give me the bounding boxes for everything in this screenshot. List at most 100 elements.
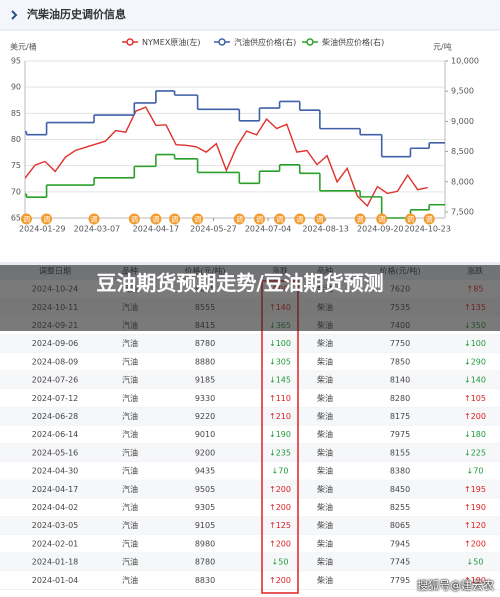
table-cell: 7745	[390, 558, 410, 567]
table-row-bg	[0, 571, 500, 590]
adjust-marker-label: 调	[236, 215, 243, 224]
y-tick-label: 90	[11, 83, 21, 92]
table-cell: ↑200	[464, 412, 486, 421]
adjust-marker	[404, 213, 416, 225]
right-axis-label: 元/吨	[433, 42, 452, 52]
legend-label: NYMEX原油(左)	[142, 37, 201, 47]
chart: 65 70 75 80 85 90 95 7,500 8,000 8,500 9,000 9,500 1…	[11, 37, 479, 234]
left-axis-label: 美元/桶	[10, 42, 37, 52]
table-cell: ↓235	[269, 448, 291, 457]
y2-tick-label: 8,500	[451, 147, 474, 156]
table-cell: 汽油	[122, 466, 138, 476]
table-cell: 2024-01-04	[32, 576, 79, 585]
table-cell: 2024-07-12	[32, 394, 79, 403]
table-cell: 柴油	[317, 502, 333, 512]
table-cell: 9435	[195, 467, 215, 476]
adjust-marker-label: 调	[43, 215, 50, 224]
table-cell: 2024-08-09	[32, 357, 79, 366]
adjust-marker	[41, 213, 53, 225]
y-tick-label: 75	[11, 161, 21, 170]
adjust-marker-label: 调	[256, 215, 263, 224]
table-cell: 9010	[195, 430, 215, 439]
table-cell: 2024-05-16	[32, 448, 79, 457]
y2-tick-label: 9,000	[451, 117, 474, 126]
table-cell: 8780	[195, 558, 215, 567]
table-cell: 8280	[390, 394, 410, 403]
table-cell: 8155	[390, 448, 410, 457]
overlay-title: 豆油期货预期走势/豆油期货预测	[96, 271, 384, 295]
x-tick-label: 2024-10-23	[404, 225, 451, 234]
table-row-bg	[0, 352, 500, 371]
table-cell: 柴油	[317, 447, 333, 457]
table-cell: 汽油	[122, 538, 138, 548]
table-cell: 柴油	[317, 484, 333, 494]
table-cell: 2024-06-28	[32, 412, 79, 421]
table-cell: 柴油	[317, 520, 333, 530]
table-cell: ↑105	[464, 394, 486, 403]
table-row-bg	[0, 480, 500, 499]
table-cell: ↓70	[467, 467, 484, 476]
table-cell: 8830	[195, 576, 215, 585]
adjust-marker-label: 调	[194, 215, 201, 224]
table-cell: ↓145	[269, 376, 291, 385]
adjust-marker-label: 调	[357, 215, 364, 224]
table-cell: 汽油	[122, 484, 138, 494]
table-cell: ↓305	[269, 357, 291, 366]
table-cell: 2024-02-01	[32, 539, 79, 548]
table-cell: ↓50	[467, 558, 484, 567]
table-row-bg	[0, 407, 500, 426]
table-cell: 8065	[390, 521, 410, 530]
adjust-marker	[294, 213, 306, 225]
adjust-marker	[376, 213, 388, 225]
table-row-bg	[0, 516, 500, 535]
adjust-marker-label: 调	[23, 215, 30, 224]
table-cell: ↓290	[464, 357, 486, 366]
table-cell: 汽油	[122, 502, 138, 512]
table-cell: 柴油	[317, 393, 333, 403]
y2-tick-label: 8,000	[451, 177, 474, 186]
table-cell: 2024-06-14	[32, 430, 79, 439]
table-cell: 8140	[390, 376, 410, 385]
table-cell: 汽油	[122, 520, 138, 530]
table-cell: 汽油	[122, 411, 138, 421]
header-title: 汽柴油历史调价信息	[27, 7, 126, 21]
y-tick-label: 85	[11, 109, 21, 118]
table-cell: 9185	[195, 376, 215, 385]
y2-tick-label: 9,500	[451, 87, 474, 96]
table-cell: 2024-07-26	[32, 376, 79, 385]
table-cell: ↓180	[464, 430, 486, 439]
x-tick-label: 2024-03-07	[74, 225, 121, 234]
table-row-bg	[0, 443, 500, 462]
table-cell: 汽油	[122, 447, 138, 457]
table-cell: ↑120	[464, 521, 486, 530]
table-cell: 8880	[195, 357, 215, 366]
adjust-marker-label: 调	[171, 215, 178, 224]
table-cell: 柴油	[317, 575, 333, 585]
table-cell: ↑125	[269, 521, 291, 530]
table-row-bg	[0, 389, 500, 408]
table-cell: 柴油	[317, 538, 333, 548]
table-cell: ↓190	[269, 430, 291, 439]
plot-area	[25, 90, 445, 219]
adjust-marker-label: 调	[426, 215, 433, 224]
table-cell: 9305	[195, 503, 215, 512]
table-row-bg	[0, 371, 500, 390]
legend-dot	[306, 38, 314, 46]
table-cell: 9505	[195, 485, 215, 494]
table-cell: ↑200	[269, 485, 291, 494]
legend-label: 汽油供应价格(右)	[234, 37, 296, 47]
table-cell: ↑190	[464, 503, 486, 512]
y-tick-label: 80	[11, 135, 21, 144]
adjust-marker	[354, 213, 366, 225]
adjust-marker	[192, 213, 204, 225]
legend-label: 柴油供应价格(右)	[322, 37, 384, 47]
chevron-icon	[11, 10, 18, 20]
table-cell: 汽油	[122, 575, 138, 585]
header-bar	[0, 0, 500, 30]
watermark: 搜狐号@建云农	[417, 579, 494, 592]
table-cell: 2024-09-06	[32, 339, 79, 348]
table-cell: 8450	[390, 485, 410, 494]
adjust-marker	[233, 213, 245, 225]
adjust-marker-label: 调	[296, 215, 303, 224]
y-tick-label: 95	[11, 57, 21, 66]
